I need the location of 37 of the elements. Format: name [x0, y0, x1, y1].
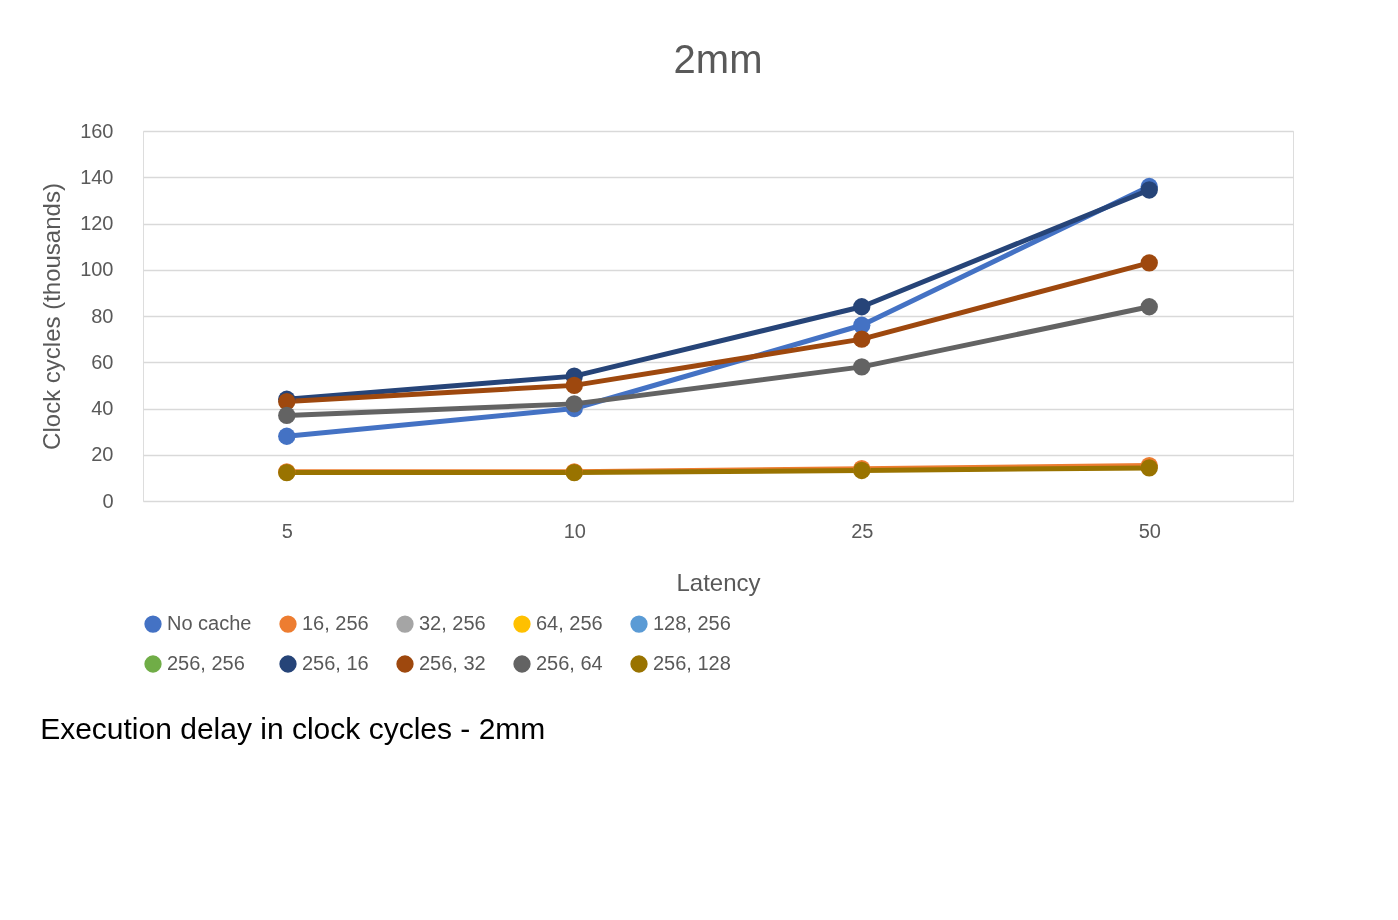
- x-tick-label: 25: [851, 519, 874, 542]
- y-tick-label: 140: [80, 165, 114, 188]
- point: [1140, 298, 1158, 316]
- x-axis-title: Latency: [676, 568, 761, 596]
- point: [1140, 254, 1158, 272]
- y-tick-label: 20: [91, 443, 114, 466]
- y-tick-label: 160: [80, 119, 114, 142]
- y-tick-label: 40: [91, 397, 114, 419]
- point: [1140, 181, 1158, 199]
- y-tick-label: 60: [91, 350, 114, 373]
- legend-label: 256, 64: [536, 652, 603, 674]
- legend-label: No cache: [167, 612, 252, 635]
- legend-label: 256, 128: [653, 652, 731, 674]
- x-tick-label: 10: [563, 519, 586, 542]
- point: [278, 427, 296, 445]
- legend-label: 256, 256: [167, 652, 245, 674]
- legend-label: 128, 256: [653, 612, 731, 635]
- legend-label: 16, 256: [302, 612, 369, 635]
- chart-title: 2mm: [673, 37, 763, 81]
- legend-label: 32, 256: [419, 612, 486, 635]
- y-axis-title: Clock cycles (thousands): [38, 183, 66, 450]
- y-tick-label: 0: [102, 489, 114, 512]
- text: Execution delay in clock cycles - 2mm: [40, 712, 546, 745]
- legend-label: 64, 256: [536, 612, 603, 635]
- point: [853, 358, 871, 376]
- y-tick-label: 80: [91, 304, 114, 327]
- y-tick-label: 100: [80, 258, 114, 281]
- legend-label: 256, 32: [419, 652, 486, 674]
- point: [853, 298, 871, 316]
- point: [565, 395, 583, 413]
- y-tick-label: 120: [80, 212, 114, 234]
- x-tick-label: 50: [1138, 519, 1161, 542]
- point: [565, 376, 583, 395]
- legend-label: 256, 16: [302, 652, 369, 674]
- point: [278, 406, 296, 425]
- point: [853, 330, 871, 348]
- x-tick-label: 5: [281, 519, 293, 542]
